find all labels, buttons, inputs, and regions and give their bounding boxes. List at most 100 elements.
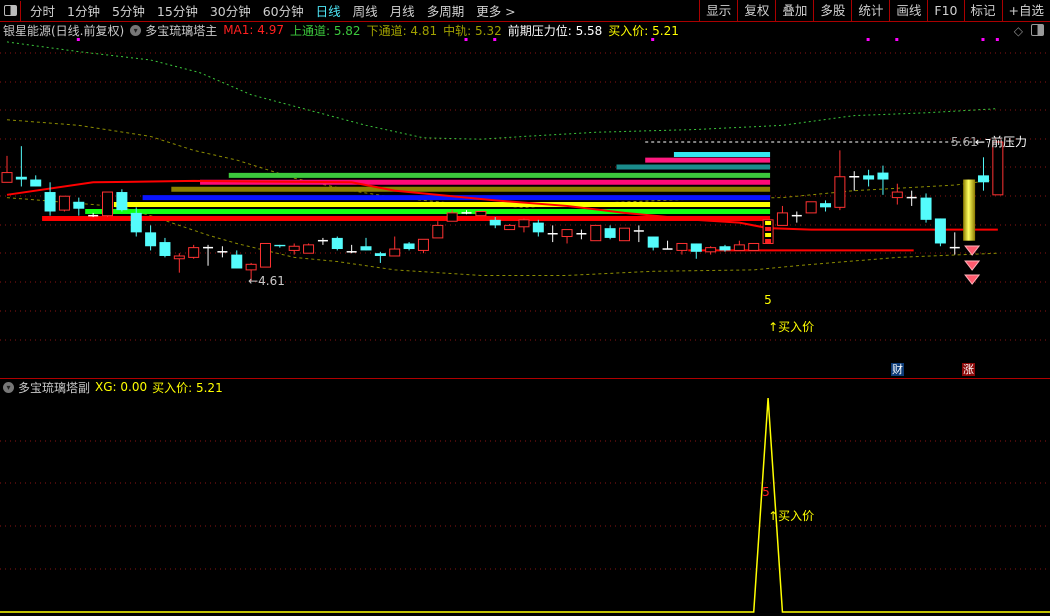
buy-marker — [765, 227, 772, 231]
period-tab[interactable]: 更多 > — [476, 4, 516, 19]
toolbar-button[interactable]: 多股 — [813, 0, 851, 21]
candle-body-down — [690, 243, 702, 252]
candle-body-down — [719, 246, 731, 251]
candle-body-down — [116, 192, 128, 211]
signal-dot — [866, 38, 870, 41]
candle-body-up — [891, 191, 903, 199]
period-tab[interactable]: 1分钟 — [67, 4, 100, 19]
toolbar-button[interactable]: F10 — [927, 0, 963, 21]
period-tab[interactable]: 5分钟 — [111, 4, 145, 19]
indicator-name[interactable]: 多宝琉璃塔主 — [145, 23, 218, 38]
candle-body-up — [518, 219, 530, 228]
period-tab[interactable]: 日线 — [315, 4, 341, 19]
upper-channel-line — [6, 41, 998, 140]
candle — [561, 229, 573, 244]
buy-marker — [765, 239, 772, 243]
candle-body-down — [489, 219, 501, 226]
panel-toggle-icon[interactable] — [0, 0, 21, 21]
finance-badge[interactable]: 财 — [891, 363, 904, 376]
signal-count-label: 5 — [764, 293, 772, 307]
candle — [231, 250, 243, 269]
layout-toggle-icon[interactable] — [1031, 24, 1044, 36]
candle — [820, 200, 832, 212]
toolbar-button[interactable]: 画线 — [889, 0, 927, 21]
candle — [733, 240, 745, 251]
toolbar-button[interactable]: 标记 — [963, 0, 1002, 21]
candle — [877, 165, 889, 195]
candle — [417, 238, 429, 254]
candle — [647, 236, 659, 251]
candle-body-up — [748, 242, 760, 251]
candle — [102, 191, 114, 218]
candle — [303, 243, 315, 254]
candle-body-up — [245, 263, 257, 271]
diamond-icon[interactable]: ◇ — [1013, 24, 1023, 38]
period-tab[interactable]: 30分钟 — [209, 4, 251, 19]
main-legend: 银星能源(日线.前复权) ▾ 多宝琉璃塔主 MA1: 4.97 上通道: 5.8… — [3, 22, 685, 38]
candle-body-up — [417, 238, 429, 251]
toolbar-button[interactable]: 统计 — [851, 0, 889, 21]
period-tab[interactable]: 多周期 — [426, 4, 465, 19]
gold-bar — [963, 179, 976, 241]
toolbar-button[interactable]: 显示 — [699, 0, 737, 21]
high-price-label: 5.61 — [951, 135, 978, 149]
signal-dot — [493, 38, 497, 41]
candle — [849, 171, 860, 191]
period-toolbar: 分时 1分钟 5分钟 15分钟 30分钟 60分钟 日线 周线 月线 多周期 更多 > 显示 复权 叠加… — [0, 0, 1050, 22]
period-tab[interactable]: 60分钟 — [262, 4, 304, 19]
candle — [547, 225, 558, 243]
candle-body-down — [145, 232, 157, 247]
signal-dot — [995, 38, 999, 41]
toolbar-button[interactable]: 复权 — [737, 0, 775, 21]
toolbar-button[interactable]: +自选 — [1001, 0, 1050, 21]
candle — [58, 195, 70, 212]
candle — [173, 253, 185, 273]
candle — [834, 150, 846, 211]
candle-body-up — [432, 224, 444, 239]
candle — [73, 197, 85, 216]
sub-legend: ▾ 多宝琉璃塔副 XG: 0.00 买入价: 5.21 — [3, 379, 228, 395]
candle — [618, 227, 630, 242]
candle-body-up — [173, 255, 185, 260]
period-tab[interactable]: 分时 — [30, 4, 56, 19]
lower-channel-line — [6, 197, 998, 276]
period-tab[interactable]: 15分钟 — [156, 4, 198, 19]
candle — [934, 218, 946, 247]
candle-body-up — [102, 191, 114, 217]
candle — [776, 205, 788, 226]
candle — [633, 225, 644, 243]
buy-marker — [765, 233, 772, 237]
candle-body-up — [504, 224, 516, 231]
candle — [44, 182, 56, 216]
candle — [15, 146, 27, 187]
candle — [676, 242, 688, 255]
candle-body-down — [604, 228, 616, 238]
candle — [374, 251, 386, 263]
rise-badge[interactable]: 涨 — [962, 363, 975, 376]
candle — [504, 224, 516, 231]
period-tab[interactable]: 周线 — [352, 4, 378, 19]
sub-signal-count-label: 5 — [762, 485, 770, 499]
candle — [891, 183, 903, 205]
pressure-label: ←⁊前压力 — [975, 134, 1027, 149]
lower-channel-value: 下通道: 4.81 — [366, 23, 438, 38]
sub-indicator-name[interactable]: 多宝琉璃塔副 — [18, 380, 91, 395]
period-tab[interactable]: 月线 — [389, 4, 415, 19]
candle-body-up — [475, 211, 487, 217]
candle — [288, 243, 300, 255]
indicator-dropdown-icon[interactable]: ▾ — [130, 24, 142, 36]
candle — [145, 225, 157, 251]
candle-body-down — [934, 218, 946, 244]
candle — [203, 244, 214, 266]
toolbar-buttons: 显示 复权 叠加 多股 统计 画线 F10 标记 +自选 — [699, 0, 1050, 21]
diamond-icon — [964, 260, 981, 271]
candle — [920, 193, 932, 223]
upper-channel-value: 上通道: 5.82 — [289, 23, 361, 38]
candle — [748, 242, 760, 251]
sub-indicator-dropdown-icon[interactable]: ▾ — [3, 381, 14, 393]
middle-line — [6, 119, 998, 208]
toolbar-button[interactable]: 叠加 — [775, 0, 813, 21]
candle-body-down — [73, 201, 85, 209]
candle — [518, 218, 530, 233]
